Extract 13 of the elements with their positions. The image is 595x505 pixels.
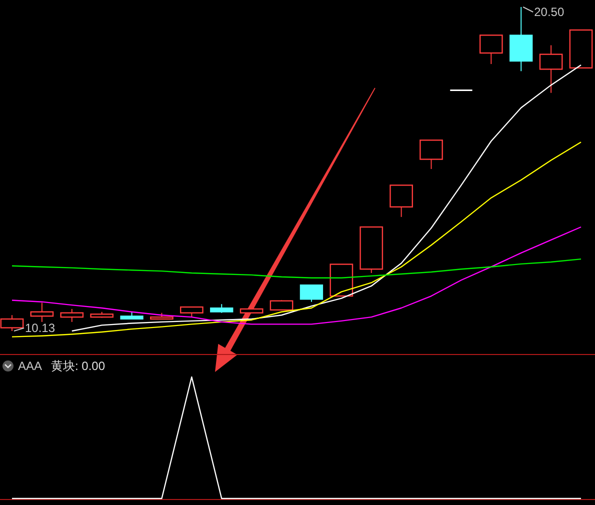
candlestick xyxy=(420,140,443,170)
annotation: 20.50 xyxy=(534,5,564,19)
candlestick xyxy=(330,264,354,297)
annotation: 10.13 xyxy=(25,321,56,335)
text: 黄块: 0.00 xyxy=(51,359,106,373)
candlestick xyxy=(300,284,324,302)
candlestick xyxy=(30,302,54,322)
candlestick xyxy=(479,34,503,65)
chart-title: AAA xyxy=(18,359,42,373)
candlestick xyxy=(539,44,563,94)
candlestick xyxy=(510,6,533,72)
candlestick xyxy=(569,29,593,69)
candlestick xyxy=(390,184,413,218)
